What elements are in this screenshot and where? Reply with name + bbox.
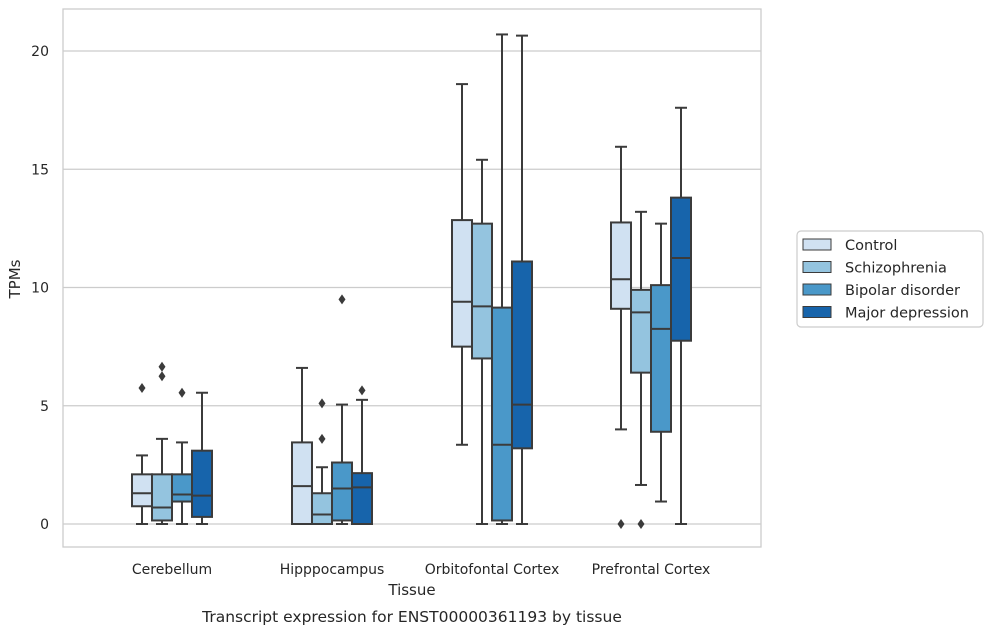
box [171,473,193,503]
x-tick-label: Prefrontal Cortex [592,562,711,578]
box-0-0 [131,383,153,525]
box-0-1 [151,361,173,525]
box [491,306,513,522]
box [670,196,692,342]
box [151,473,173,522]
legend-label: Schizophrenia [845,261,947,277]
outlier-point [178,387,186,398]
x-tick-label: Hipppocampus [280,562,385,578]
box-3-3 [670,106,692,525]
box [311,492,333,526]
outlier-point [617,519,625,529]
box-2-3 [511,34,533,525]
x-tick-label: Cerebellum [132,562,212,578]
box-2-1 [471,158,493,525]
box [630,288,652,374]
legend-label: Control [845,238,897,254]
box-groups [131,33,692,529]
legend-swatch [802,306,832,318]
y-tick-label: 5 [40,399,49,415]
chart-caption: Transcript expression for ENST0000036119… [201,608,622,626]
outlier-point [138,383,146,394]
legend-swatch [802,283,832,296]
y-axis-label: TPMs [6,259,24,299]
box-1-3 [351,385,373,525]
legend-label: Major depression [845,306,969,322]
legend-swatch [802,261,832,273]
box [131,473,153,508]
x-axis-label: Tissue [387,581,435,599]
box [331,461,353,522]
outlier-point [637,519,645,529]
legend-swatch [802,238,832,251]
box [511,260,533,450]
box-1-0 [291,366,313,525]
box [451,219,473,348]
outlier-point [338,294,346,305]
box [650,284,672,433]
y-tick-label: 10 [31,281,49,297]
box-3-1 [630,210,652,529]
box [471,222,493,360]
outlier-point [158,371,166,382]
outlier-point [158,361,166,372]
box-3-0 [610,145,632,529]
y-tick-label: 15 [31,162,49,178]
y-tick-labels: 0 5 10 15 20 [31,44,49,533]
y-tick-label: 0 [40,517,49,533]
gridlines [63,50,761,525]
box-1-1 [311,398,333,526]
box-2-2 [491,33,513,525]
box-1-2 [331,294,353,525]
x-tick-labels: Cerebellum Hipppocampus Orbitofontal Corte… [132,562,710,578]
x-tick-label: Orbitofontal Cortex [425,562,560,578]
box [191,449,213,518]
legend: Control Schizophrenia Bipolar disorder Majo… [796,230,984,328]
box [610,221,632,310]
box-3-2 [650,222,672,503]
box [291,441,313,525]
outlier-point [358,385,366,396]
legend-label: Bipolar disorder [845,283,960,299]
outlier-point [318,433,326,444]
box [351,472,373,525]
legend-frame [796,230,984,328]
box-2-0 [451,83,473,446]
plot-frame [62,8,762,548]
box-0-2 [171,387,193,525]
y-tick-label: 20 [31,44,49,60]
box-0-3 [191,391,213,525]
outlier-point [318,398,326,409]
